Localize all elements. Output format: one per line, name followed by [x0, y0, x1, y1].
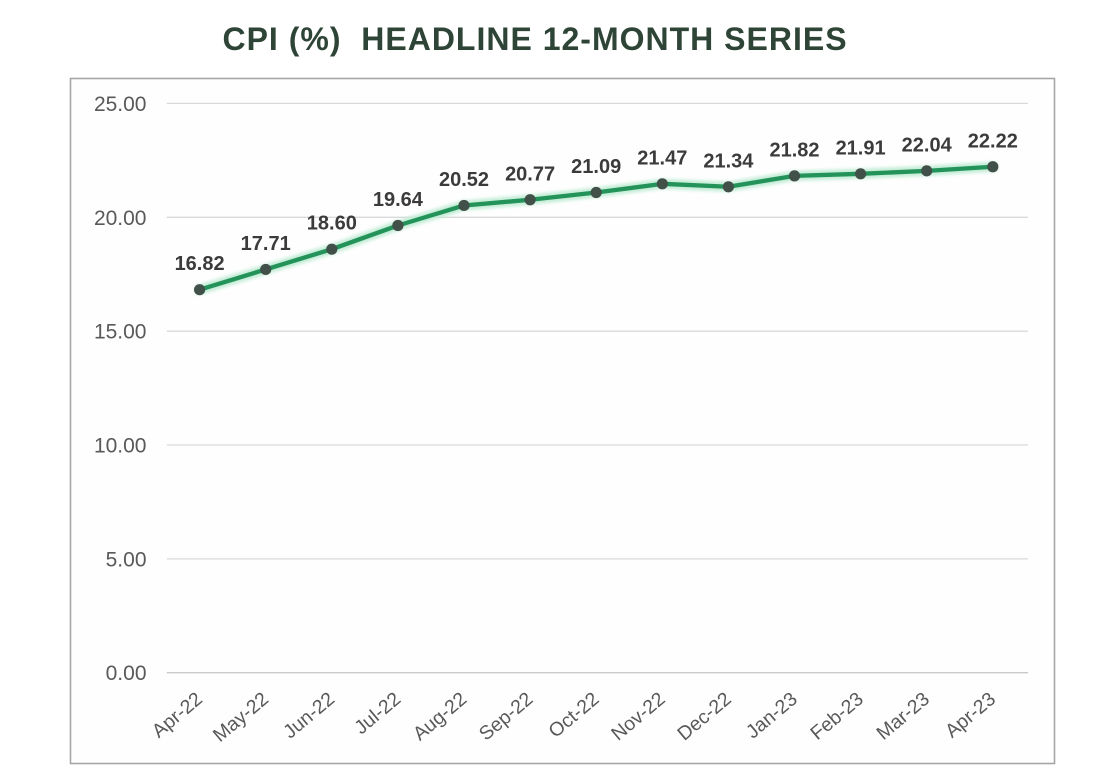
svg-text:22.04: 22.04	[902, 134, 953, 156]
svg-text:5.00: 5.00	[106, 548, 147, 571]
svg-text:21.91: 21.91	[836, 137, 886, 159]
svg-text:0.00: 0.00	[106, 662, 147, 685]
svg-text:21.47: 21.47	[637, 147, 687, 169]
svg-text:22.22: 22.22	[968, 130, 1018, 152]
svg-text:15.00: 15.00	[94, 321, 147, 344]
svg-text:10.00: 10.00	[94, 435, 147, 458]
svg-text:16.82: 16.82	[175, 253, 225, 275]
svg-text:21.82: 21.82	[769, 139, 819, 161]
svg-text:21.09: 21.09	[571, 156, 621, 178]
svg-text:20.00: 20.00	[94, 207, 147, 230]
svg-text:19.64: 19.64	[373, 189, 424, 211]
svg-text:21.34: 21.34	[703, 150, 754, 172]
svg-text:18.60: 18.60	[307, 213, 357, 235]
svg-text:20.52: 20.52	[439, 169, 489, 191]
svg-text:25.00: 25.00	[94, 93, 147, 116]
svg-text:20.77: 20.77	[505, 163, 555, 185]
svg-text:17.71: 17.71	[241, 233, 291, 255]
svg-text:CPI (%) HEADLINE 12-MONTH SER: CPI (%) HEADLINE 12-MONTH SERIES	[222, 21, 847, 57]
